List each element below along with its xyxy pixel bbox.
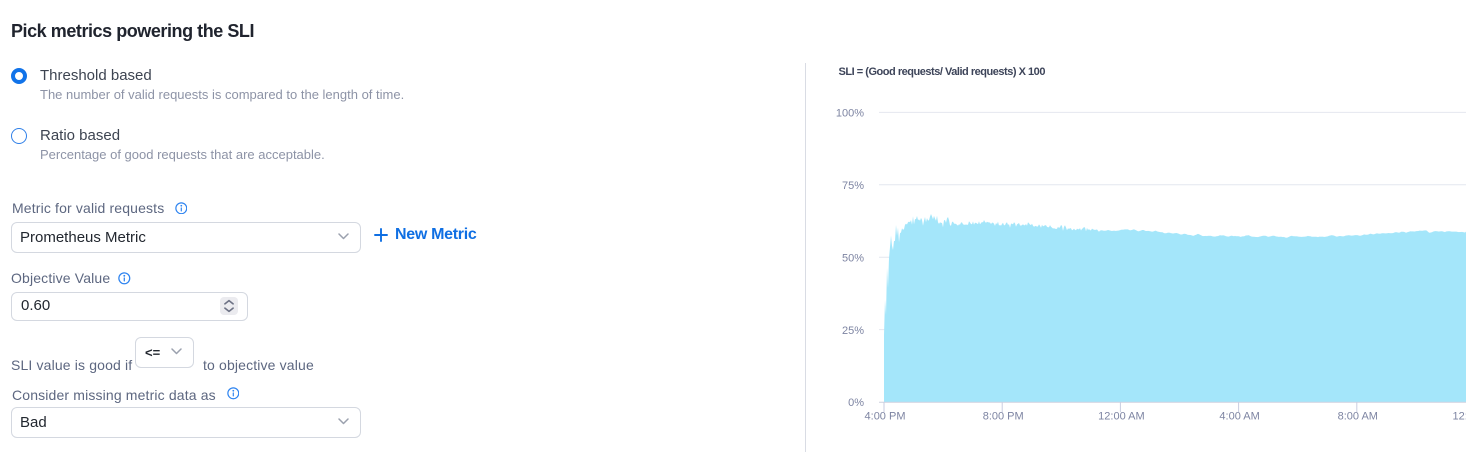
svg-text:4:00 AM: 4:00 AM — [1219, 411, 1259, 423]
svg-text:0%: 0% — [848, 397, 864, 409]
svg-text:75%: 75% — [842, 180, 864, 192]
svg-text:12:00 PM: 12:00 PM — [1452, 411, 1466, 423]
svg-text:12:00 AM: 12:00 AM — [1098, 411, 1144, 423]
svg-text:25%: 25% — [842, 325, 864, 337]
svg-text:SLI = (Good requests/ Valid re: SLI = (Good requests/ Valid requests) X … — [839, 66, 1046, 78]
svg-text:8:00 PM: 8:00 PM — [983, 411, 1024, 423]
svg-text:50%: 50% — [842, 252, 864, 264]
svg-text:4:00 PM: 4:00 PM — [865, 411, 906, 423]
svg-text:100%: 100% — [836, 108, 864, 120]
svg-text:8:00 AM: 8:00 AM — [1338, 411, 1378, 423]
